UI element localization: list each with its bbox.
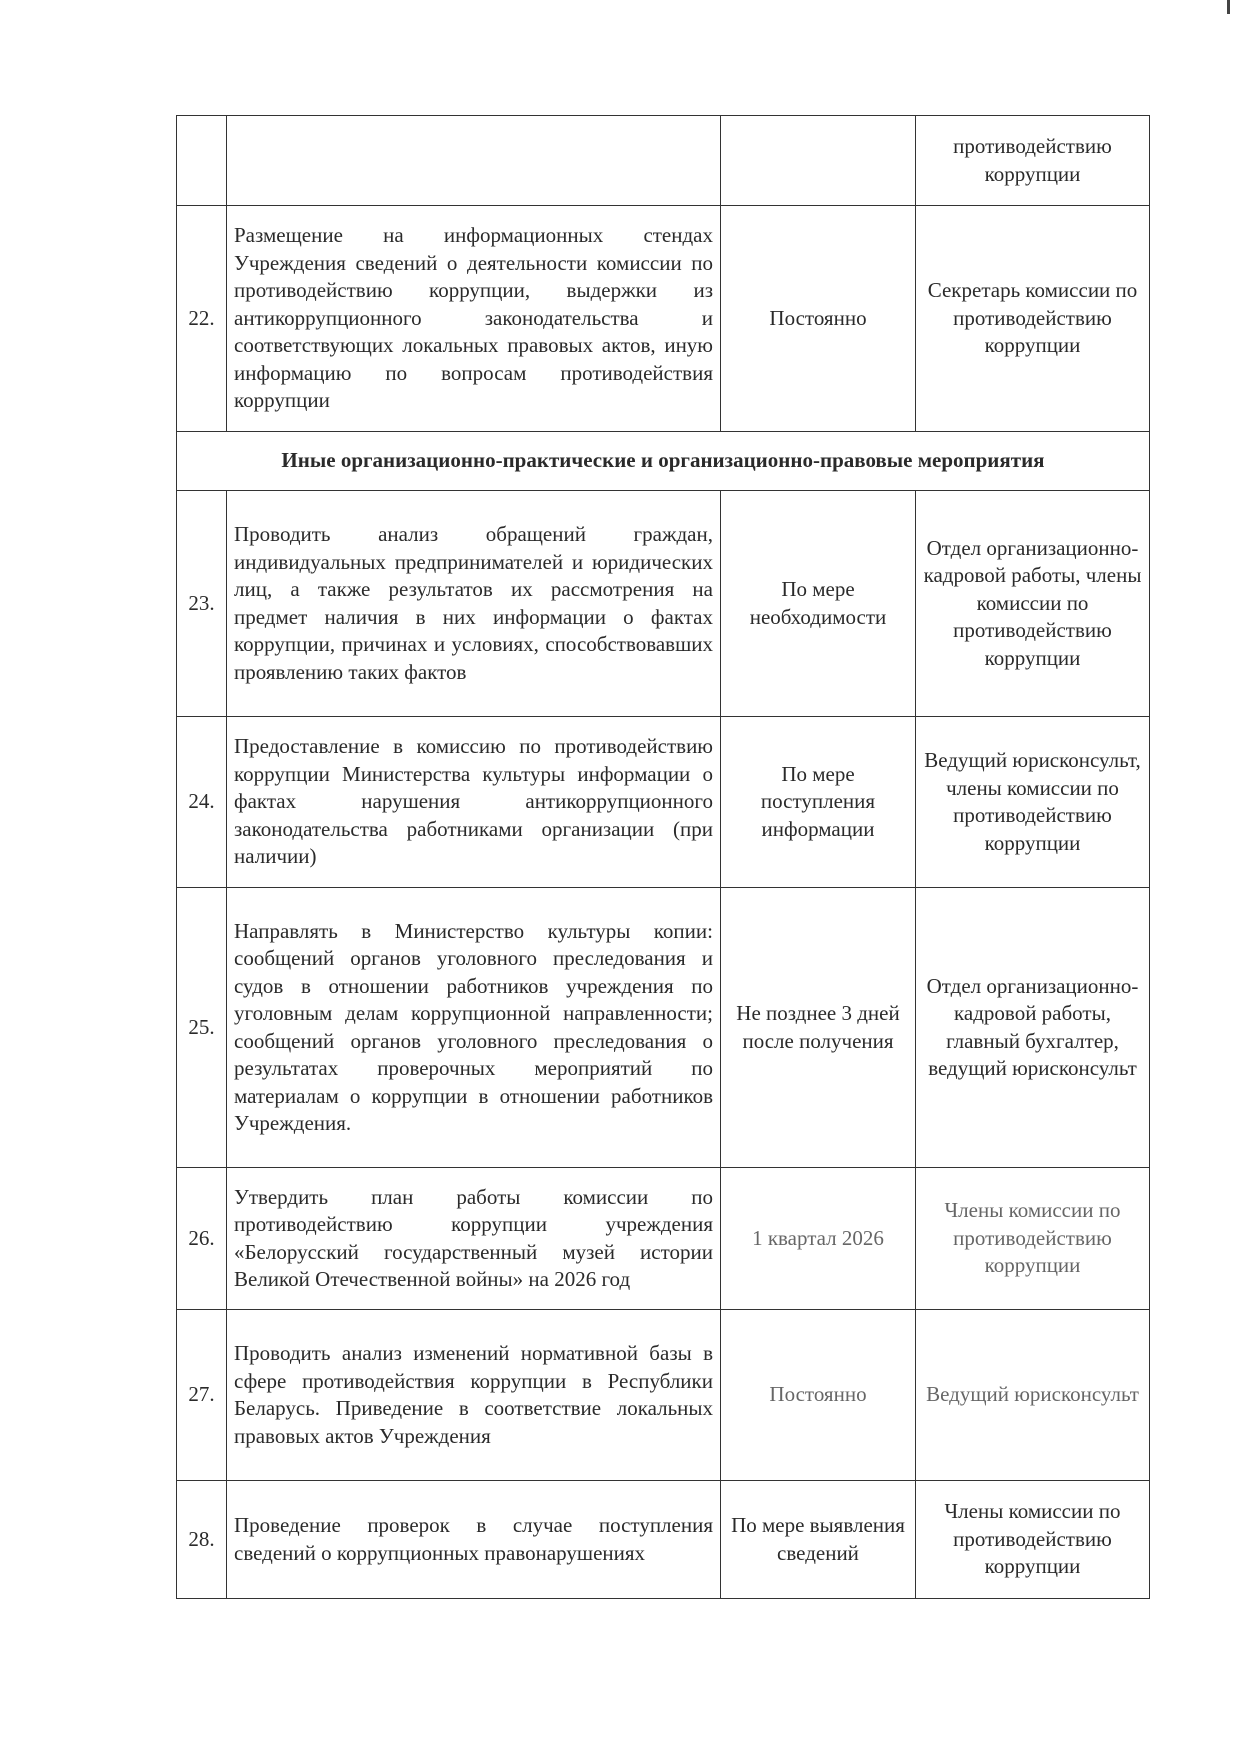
table-row: 23. Проводить анализ обращений граждан, …	[176, 490, 1150, 717]
row-responsible: Члены комиссии по противодействию корруп…	[915, 1480, 1150, 1599]
section-header-row: Иные организационно-практические и орган…	[176, 431, 1150, 491]
row-term	[720, 115, 916, 206]
row-responsible: противодействию коррупции	[915, 115, 1150, 206]
row-description: Утвердить план работы комиссии по против…	[226, 1167, 721, 1310]
row-term: Постоянно	[720, 1309, 916, 1481]
row-term: По мере выявления сведений	[720, 1480, 916, 1599]
row-number: 24.	[176, 716, 227, 888]
row-responsible: Отдел организационно-кадровой работы, чл…	[915, 490, 1150, 717]
row-term: Постоянно	[720, 205, 916, 432]
row-description: Проведение проверок в случае поступления…	[226, 1480, 721, 1599]
row-description: Направлять в Министерство культуры копии…	[226, 887, 721, 1168]
table-row: 25. Направлять в Министерство культуры к…	[176, 887, 1150, 1168]
row-number	[176, 115, 227, 206]
row-responsible: Отдел организационно-кадровой работы, гл…	[915, 887, 1150, 1168]
row-term: По мере необходимости	[720, 490, 916, 717]
row-term: По мере поступления информации	[720, 716, 916, 888]
plan-table: противодействию коррупции 22. Размещение…	[176, 115, 1150, 1599]
table-row: 27. Проводить анализ изменений нормативн…	[176, 1309, 1150, 1481]
row-responsible: Ведущий юрисконсульт	[915, 1309, 1150, 1481]
row-description: Проводить анализ изменений нормативной б…	[226, 1309, 721, 1481]
table-row: 22. Размещение на информационных стендах…	[176, 205, 1150, 432]
row-description	[226, 115, 721, 206]
scan-edge-mark	[1227, 0, 1230, 14]
row-number: 27.	[176, 1309, 227, 1481]
row-number: 26.	[176, 1167, 227, 1310]
row-term: 1 квартал 2026	[720, 1167, 916, 1310]
row-term: Не позднее 3 дней после получения	[720, 887, 916, 1168]
table-row: 26. Утвердить план работы комиссии по пр…	[176, 1167, 1150, 1310]
row-number: 23.	[176, 490, 227, 717]
row-responsible: Члены комиссии по противодействию корруп…	[915, 1167, 1150, 1310]
row-description: Проводить анализ обращений граждан, инди…	[226, 490, 721, 717]
row-number: 28.	[176, 1480, 227, 1599]
row-description: Размещение на информационных стендах Учр…	[226, 205, 721, 432]
row-responsible: Ведущий юрисконсульт, члены комиссии по …	[915, 716, 1150, 888]
row-number: 22.	[176, 205, 227, 432]
row-responsible: Секретарь комиссии по противодействию ко…	[915, 205, 1150, 432]
table-row: 24. Предоставление в комиссию по противо…	[176, 716, 1150, 888]
row-number: 25.	[176, 887, 227, 1168]
section-title: Иные организационно-практические и орган…	[176, 431, 1150, 491]
row-description: Предоставление в комиссию по противодейс…	[226, 716, 721, 888]
table-row: противодействию коррупции	[176, 115, 1150, 206]
table-row: 28. Проведение проверок в случае поступл…	[176, 1480, 1150, 1599]
